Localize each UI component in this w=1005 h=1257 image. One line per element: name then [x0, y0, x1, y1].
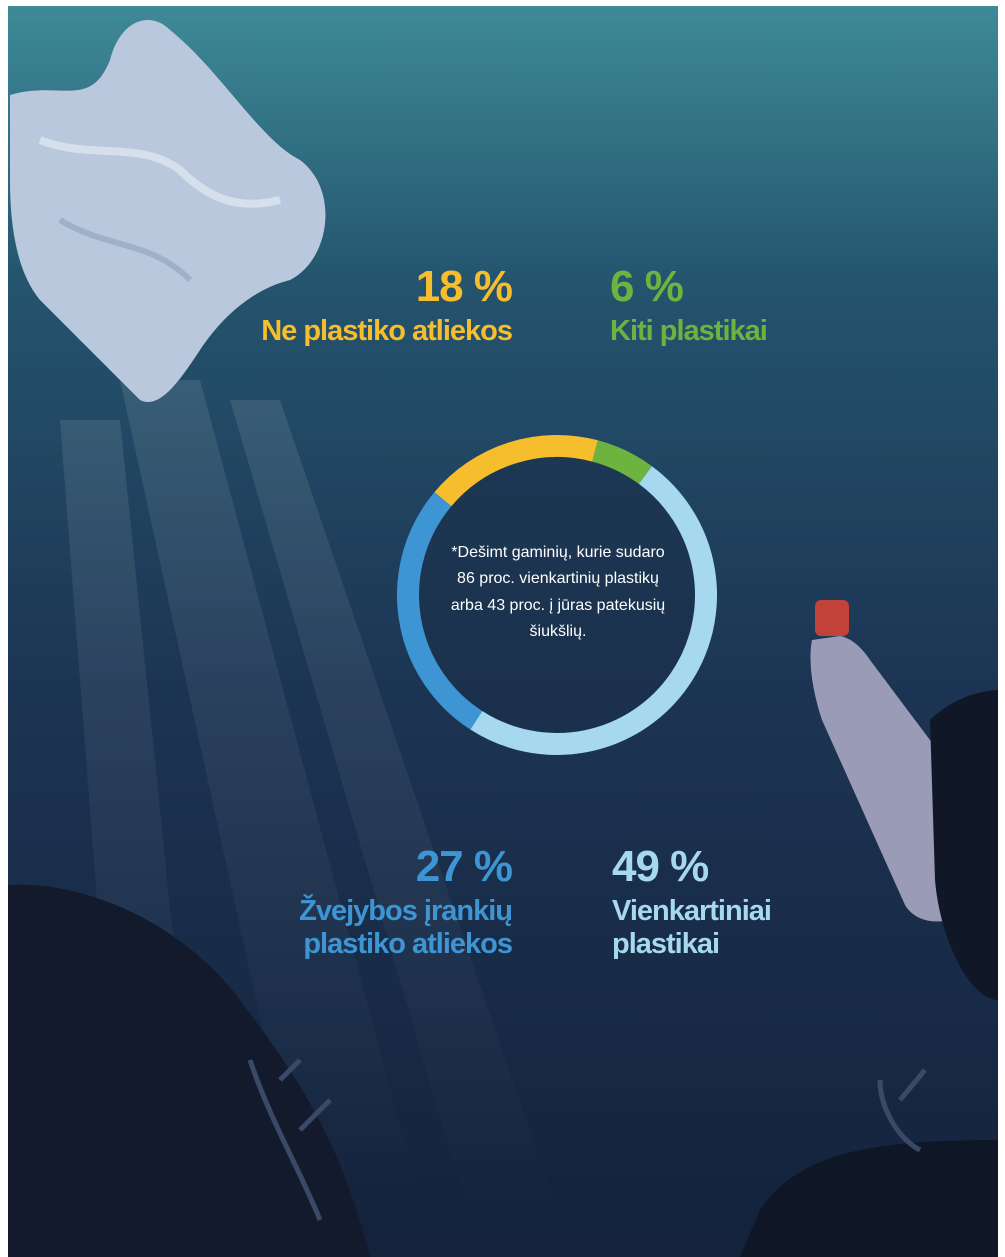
rocks	[8, 690, 998, 1257]
donut-hole	[419, 457, 695, 733]
value-label: 18 %	[415, 262, 513, 311]
category-label: Ne plastiko atliekos	[261, 315, 513, 348]
category-label: Kiti plastikai	[610, 315, 768, 348]
segment-label: 27 % Žvejybos įrankių plastiko atliekos	[272, 842, 513, 960]
segment-label: 6 % Kiti plastikai	[610, 262, 910, 348]
plastic-bag	[10, 20, 326, 402]
value-label: 49 %	[612, 842, 709, 891]
value-label: 6 %	[610, 262, 684, 311]
category-label: Vienkartiniai plastikai	[612, 895, 772, 960]
donut-segment	[434, 435, 598, 507]
donut-segment	[591, 440, 652, 485]
donut-segment	[397, 492, 483, 730]
segment-label: 49 % Vienkartiniai plastikai	[612, 842, 812, 960]
category-label: Žvejybos įrankių plastiko atliekos	[299, 895, 513, 960]
center-note: *Dešimt gaminių, kurie sudaro 86 proc. v…	[450, 544, 666, 641]
value-label: 27 %	[415, 842, 513, 891]
segment-label: 18 % Ne plastiko atliekos	[192, 262, 513, 348]
donut-segment	[470, 466, 717, 755]
donut	[397, 435, 717, 755]
